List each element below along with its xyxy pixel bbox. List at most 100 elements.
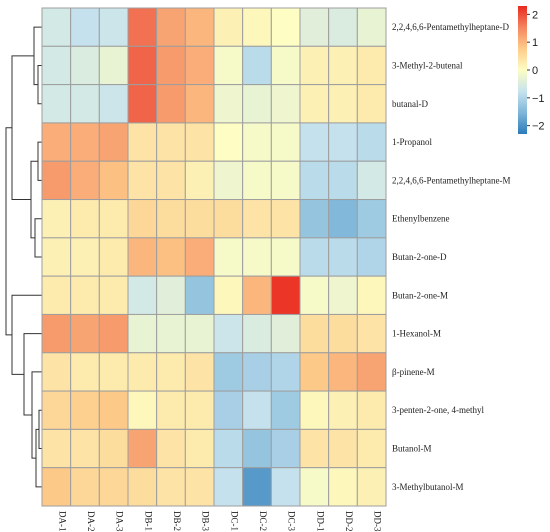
dendrogram-link	[37, 64, 42, 105]
heatmap-cell	[127, 237, 158, 277]
heatmap-cell	[242, 122, 272, 162]
heatmap-cell	[98, 7, 129, 47]
heatmap-cell	[356, 84, 387, 124]
heatmap-cell	[184, 7, 215, 47]
heatmap-cell	[242, 237, 272, 277]
heatmap-cell	[156, 7, 186, 47]
heatmap-cell	[328, 352, 358, 392]
heatmap-cell	[270, 237, 301, 277]
heatmap-cell	[270, 313, 301, 354]
heatmap-cell	[184, 390, 215, 430]
heatmap-cell	[299, 160, 330, 201]
heatmap-cell	[156, 275, 186, 315]
heatmap-cell	[70, 467, 100, 507]
heatmap-cell	[270, 84, 301, 124]
heatmap-cell	[299, 313, 330, 354]
heatmap-cell	[299, 45, 330, 86]
column-label: DC-3	[287, 511, 297, 531]
heatmap-cell	[70, 199, 100, 239]
heatmap-cell	[328, 275, 358, 315]
heatmap-cell	[299, 199, 330, 239]
heatmap-cell	[156, 313, 186, 354]
heatmap-cell	[356, 275, 387, 315]
heatmap-cell	[156, 84, 186, 124]
column-label: DA-1	[57, 511, 67, 532]
heatmap-cell	[127, 7, 158, 47]
heatmap-cell	[299, 84, 330, 124]
row-label: 1-Hexanol-M	[392, 329, 441, 339]
heatmap-cell	[356, 390, 387, 430]
heatmap-cell	[242, 45, 272, 86]
row-label: 3-penten-2-one, 4-methyl	[392, 405, 484, 415]
heatmap-cell	[41, 313, 72, 354]
heatmap-cell	[270, 352, 301, 392]
heatmap-cell	[98, 84, 129, 124]
heatmap-cell	[356, 199, 387, 239]
heatmap-cell	[41, 390, 72, 430]
heatmap-cell	[70, 313, 100, 354]
heatmap-cell	[242, 84, 272, 124]
heatmap-cell	[356, 467, 387, 507]
heatmap-cell	[41, 275, 72, 315]
heatmap-cell	[299, 237, 330, 277]
column-label: DB-2	[172, 511, 182, 531]
heatmap-cell	[156, 237, 186, 277]
heatmap-cell	[70, 352, 100, 392]
heatmap-cell	[356, 428, 387, 469]
column-label: DA-3	[115, 511, 125, 532]
dendrogram-link	[31, 371, 42, 459]
heatmap-cell	[356, 313, 387, 354]
heatmap-cell	[98, 313, 129, 354]
heatmap-cell	[270, 275, 301, 315]
heatmap-cell	[156, 428, 186, 469]
heatmap-cell	[98, 467, 129, 507]
heatmap-cell	[127, 467, 158, 507]
heatmap-cell	[213, 160, 244, 201]
heatmap-cells	[41, 7, 387, 507]
heatmap-cell	[213, 45, 244, 86]
heatmap-cell	[98, 45, 129, 86]
heatmap-cell	[328, 45, 358, 86]
heatmap-cell	[184, 352, 215, 392]
row-label: 1-Propanol	[392, 137, 432, 147]
heatmap-cell	[242, 390, 272, 430]
row-label: Butanol-M	[392, 444, 432, 454]
heatmap-cell	[213, 352, 244, 392]
heatmap-cell	[242, 160, 272, 201]
dendrogram-link	[23, 333, 42, 416]
dendrogram-link	[5, 127, 12, 336]
heatmap-cell	[41, 467, 72, 507]
column-label: DC-2	[258, 511, 268, 531]
column-label: DB-1	[143, 511, 153, 531]
row-label: 2,2,4,6,6-Pentamethylheptane-M	[392, 175, 510, 185]
heatmap-cell	[41, 160, 72, 201]
row-label: butanal-D	[392, 99, 428, 109]
heatmap-cell	[184, 237, 215, 277]
heatmap-cell	[70, 160, 100, 201]
heatmap-cell	[356, 122, 387, 162]
row-label: Butan-2-one-D	[392, 252, 447, 262]
heatmap-cell	[213, 7, 244, 47]
colorbar-gradient	[518, 6, 527, 134]
heatmap-cell	[328, 84, 358, 124]
heatmap-cell	[156, 45, 186, 86]
heatmap-cell	[328, 7, 358, 47]
heatmap-cell	[184, 122, 215, 162]
heatmap-cell	[299, 428, 330, 469]
row-label: β-pinene-M	[392, 367, 435, 377]
heatmap-cell	[356, 45, 387, 86]
heatmap-cell	[70, 237, 100, 277]
heatmap-cell	[242, 275, 272, 315]
heatmap-cell	[270, 160, 301, 201]
heatmap-cell	[213, 275, 244, 315]
heatmap-cell	[98, 122, 129, 162]
row-label: Butan-2-one-M	[392, 290, 448, 300]
heatmap-cell	[184, 313, 215, 354]
column-label: DD-1	[315, 511, 325, 532]
heatmap-cell	[184, 199, 215, 239]
row-label: 3-Methylbutanol-M	[392, 482, 464, 492]
heatmap-cell	[356, 352, 387, 392]
colorbar-tick-label: −1	[532, 93, 545, 105]
heatmap-cell	[299, 7, 330, 47]
heatmap-cell	[70, 84, 100, 124]
